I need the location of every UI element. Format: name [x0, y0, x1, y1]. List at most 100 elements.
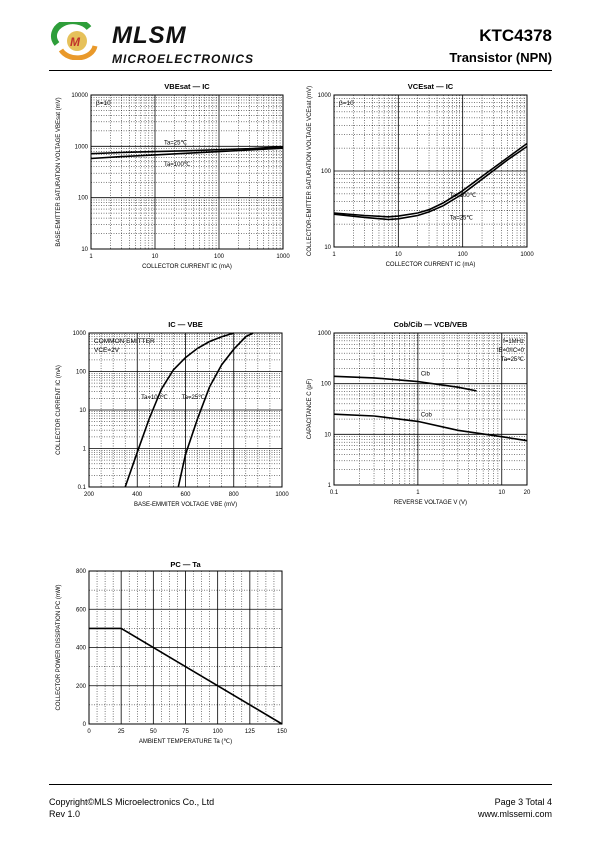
chart-annotation: β=10: [339, 100, 354, 107]
y-tick-label: 100: [76, 370, 87, 376]
series-label: Ta=100℃: [450, 193, 477, 199]
x-tick-label: 800: [229, 492, 240, 498]
chart-annotation: Ta=25℃: [501, 357, 525, 363]
x-tick-label: 10: [152, 254, 159, 260]
chart-title: PC — Ta: [170, 560, 201, 569]
chart-vcesat: VCEsat — IC1 10 100 1000101001000COLLECTOR …: [307, 82, 534, 268]
x-tick-label: 10: [498, 490, 505, 496]
series-line: [333, 413, 528, 442]
y-tick-label: 100: [321, 169, 332, 175]
x-tick-label: 1: [416, 490, 420, 496]
y-axis-label: BASE-EMITTER SATURATION VOLTAGE VBEsat (…: [56, 97, 62, 246]
chart-title: Cob/Cib — VCB/VEB: [394, 320, 468, 329]
y-tick-label: 1000: [73, 331, 87, 337]
x-tick-label: 0: [87, 729, 91, 735]
x-tick-label: 125: [245, 729, 256, 735]
y-tick-label: 0.1: [78, 485, 87, 491]
x-axis-label: COLLECTOR CURRENT IC (mA): [142, 264, 232, 270]
x-tick-label: 200: [84, 492, 95, 498]
series-line: [90, 146, 284, 155]
x-axis-label: REVERSE VOLTAGE V (V): [394, 500, 467, 506]
mlsm-logo-icon: M: [50, 22, 98, 60]
x-axis-label: AMBIENT TEMPERATURE Ta (℃): [139, 739, 232, 745]
y-tick-label: 10: [324, 432, 331, 438]
y-tick-label: 200: [76, 684, 87, 690]
series-line: [89, 627, 283, 725]
series-line: [124, 332, 235, 488]
y-tick-label: 1000: [318, 93, 332, 99]
series-label: Ta=100℃: [141, 395, 168, 401]
plot-frame: [90, 94, 284, 250]
x-tick-label: 25: [118, 729, 125, 735]
chart-pc-ta: PC — Ta 0 25 50 75 100 125 150 0 200 400 600 800 AMBI…: [56, 560, 288, 745]
y-tick-label: 0: [83, 722, 87, 728]
grid: [89, 571, 282, 724]
x-tick-label: 600: [180, 492, 191, 498]
x-tick-label: 50: [150, 729, 157, 735]
x-tick-label: 1000: [276, 254, 290, 260]
x-tick-label: 1: [89, 254, 93, 260]
y-tick-label: 100: [321, 382, 332, 388]
grid: [334, 333, 527, 485]
chart-annotation: f=1MHz: [503, 339, 524, 345]
footer-copyright: Copyright©MLS Microelectronics Co., Ltd: [49, 797, 215, 807]
y-axis-label: COLLECTOR POWER DISSIPATION PC (mW): [56, 584, 62, 710]
chart-annotation: β=10: [96, 100, 111, 107]
series-label: Cob: [421, 413, 433, 419]
series-label: Ta=100℃: [164, 162, 191, 168]
grid: [91, 95, 283, 249]
footer-rule: [49, 784, 552, 785]
series-line: [90, 147, 284, 160]
grid: [89, 333, 282, 487]
footer-rev: Rev 1.0: [49, 809, 81, 819]
logo-subtitle: MICROELECTRONICS: [112, 52, 254, 66]
chart-title: VCEsat — IC: [408, 82, 454, 91]
series-label: Ta=25℃: [182, 395, 206, 401]
part-type: Transistor (NPN): [449, 50, 552, 65]
y-tick-label: 10: [81, 247, 88, 253]
header-rule: [49, 70, 552, 71]
part-number: KTC4378: [479, 26, 552, 45]
x-tick-label: 1: [332, 252, 336, 258]
y-tick-label: 100: [78, 196, 89, 202]
chart-annotation: IE=0/IC=0: [497, 348, 525, 354]
chart-annotation: COMMON EMITTER: [94, 338, 155, 345]
y-tick-label: 600: [76, 607, 87, 613]
chart-title: IC — VBE: [168, 320, 203, 329]
chart-vbesat: VBEsat — IC1 10 100 100010100100010000COLLE…: [56, 82, 290, 270]
x-tick-label: 75: [182, 729, 189, 735]
series-label: Ta=25℃: [450, 216, 474, 222]
logo-name: MLSM: [112, 22, 187, 49]
footer-website: www.mlssemi.com: [477, 809, 552, 819]
x-axis-label: COLLECTOR CURRENT IC (mA): [386, 262, 476, 268]
y-tick-label: 1: [328, 483, 332, 489]
plot-frame: [88, 570, 283, 725]
y-tick-label: 1000: [318, 331, 332, 337]
x-tick-label: 100: [458, 252, 469, 258]
x-tick-label: 100: [214, 254, 225, 260]
x-tick-label: 0.1: [330, 490, 339, 496]
x-tick-label: 1000: [520, 252, 534, 258]
x-tick-label: 400: [132, 492, 143, 498]
series-line: [333, 145, 528, 221]
x-tick-label: 100: [213, 729, 224, 735]
y-axis-label: CAPACITANCE C (pF): [307, 379, 313, 439]
y-axis-label: COLLECTOR-EMITTER SATURATION VOLTAGE VCE…: [307, 86, 313, 256]
x-tick-label: 150: [277, 729, 288, 735]
y-tick-label: 800: [76, 569, 87, 575]
series-label: Ta=25℃: [164, 140, 188, 146]
plot-frame: [88, 332, 283, 488]
y-axis-label: COLLECTOR CURRENT IC (mA): [56, 365, 62, 455]
footer-page: Page 3 Total 4: [494, 797, 552, 807]
grid: [334, 95, 527, 247]
chart-annotation: VCE=2V: [94, 347, 120, 354]
series-label: Cib: [421, 372, 431, 378]
x-tick-label: 20: [524, 490, 531, 496]
x-tick-label: 1000: [275, 492, 289, 498]
svg-text:M: M: [70, 35, 81, 49]
y-tick-label: 1000: [75, 144, 89, 150]
chart-ic-vbe: IC — VBE 200 400 600 800 1000 0.1 1 10 100 1000 BAS…: [56, 320, 289, 508]
y-tick-label: 10000: [71, 93, 88, 99]
